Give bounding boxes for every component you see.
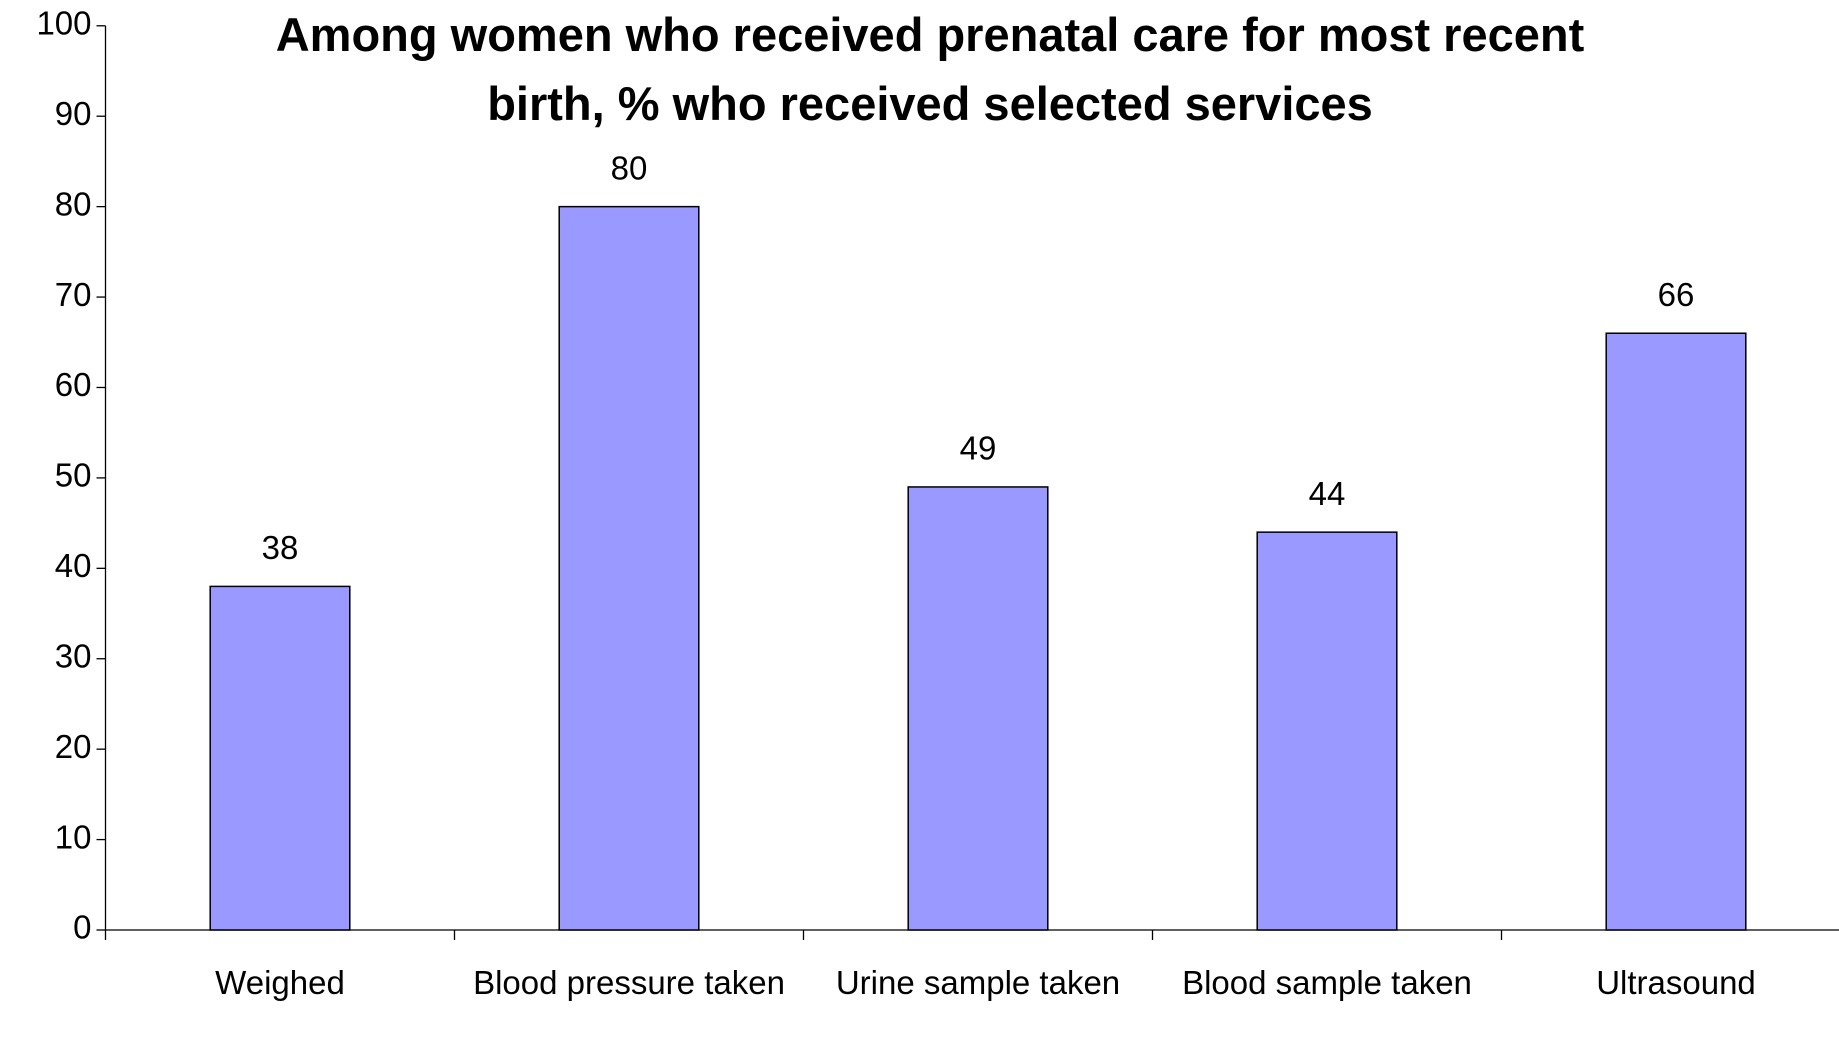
x-tick-label: Blood sample taken [1182, 964, 1472, 1001]
x-tick-label: Urine sample taken [836, 964, 1120, 1001]
y-tick-label: 40 [55, 547, 92, 584]
y-tick-label: 30 [55, 637, 92, 674]
data-label: 80 [611, 149, 648, 186]
data-label: 38 [262, 529, 299, 566]
data-label: 49 [960, 430, 997, 467]
y-tick-label: 10 [55, 818, 92, 855]
x-tick-label: Ultrasound [1596, 964, 1756, 1001]
y-tick-label: 80 [55, 185, 92, 222]
y-tick-label: 60 [55, 366, 92, 403]
data-label: 66 [1658, 276, 1695, 313]
y-tick-label: 20 [55, 728, 92, 765]
y-tick-label: 0 [73, 909, 91, 946]
bar [1605, 332, 1747, 931]
x-tick-label: Weighed [215, 964, 345, 1001]
data-label: 44 [1309, 475, 1346, 512]
chart-title: Among women who received prenatal care f… [276, 8, 1585, 130]
bar [209, 585, 351, 931]
bar [558, 205, 700, 931]
bar [907, 486, 1049, 931]
y-tick-label: 50 [55, 457, 92, 494]
y-tick-label: 70 [55, 276, 92, 313]
y-tick-label: 90 [55, 95, 92, 132]
bar [1256, 531, 1398, 931]
y-tick-label: 100 [36, 5, 91, 42]
x-tick-label: Blood pressure taken [473, 964, 785, 1001]
